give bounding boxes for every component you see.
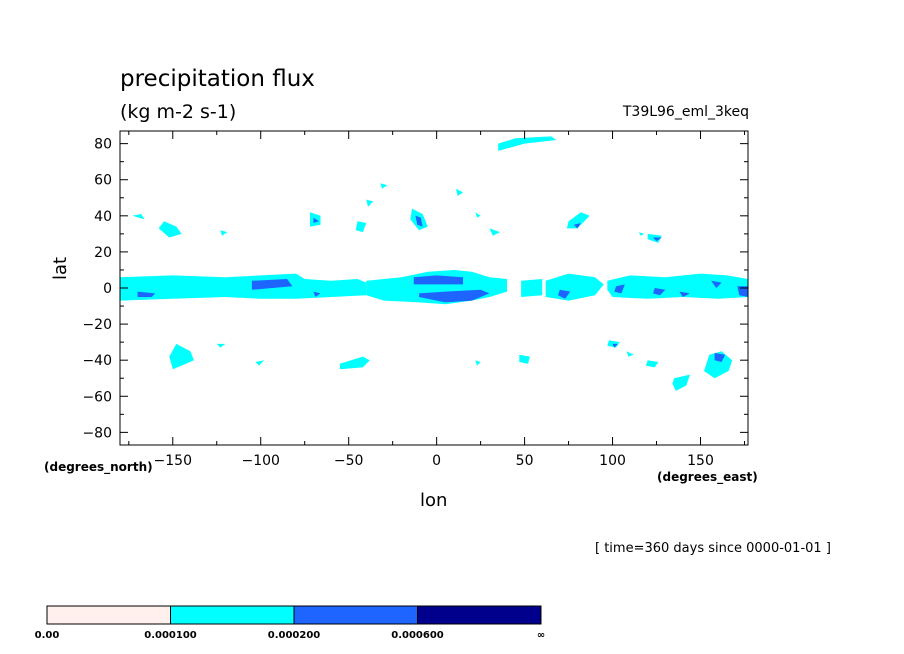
contour-region-level-1 bbox=[475, 212, 481, 218]
contour-region-level-1 bbox=[646, 360, 659, 368]
contour-region-level-1 bbox=[704, 351, 733, 379]
contour-region-level-1 bbox=[255, 360, 265, 366]
contour-region-level-2 bbox=[714, 353, 726, 362]
colorbar-label: 0.00 bbox=[35, 630, 60, 641]
x-tick-label: 150 bbox=[687, 453, 714, 469]
contour-region-level-1 bbox=[566, 212, 590, 229]
contour-region-level-1 bbox=[498, 136, 557, 151]
contour-region-level-1 bbox=[120, 273, 367, 301]
contour-region-level-2 bbox=[137, 291, 156, 297]
contour-region-level-2 bbox=[251, 279, 293, 290]
contour-region-level-1 bbox=[456, 188, 463, 196]
time-label: [ time=360 days since 0000-01-01 ] bbox=[595, 541, 831, 556]
contour-region-level-2 bbox=[614, 284, 625, 294]
contour-region-level-1 bbox=[672, 374, 690, 391]
contour-region-level-1 bbox=[339, 356, 370, 370]
contour-region-level-1 bbox=[366, 199, 374, 207]
contour-region-level-1 bbox=[220, 230, 228, 236]
colorbar-swatch bbox=[417, 605, 542, 625]
contour-region-level-1 bbox=[158, 221, 182, 238]
contour-region-level-2 bbox=[711, 280, 722, 288]
contour-region-level-1 bbox=[545, 273, 604, 301]
y-tick-label: 80 bbox=[94, 137, 112, 153]
colorbar: 0.00 0.000100 0.000200 0.000600 ∞ bbox=[35, 605, 545, 641]
y-tick-label: −60 bbox=[82, 389, 112, 405]
axis-ticks: −150 −100 −50 0 50 100 150 80 60 40 20 0 −20 −40 −60 −8… bbox=[82, 131, 748, 469]
contour-region-level-1 bbox=[132, 214, 145, 220]
contour-region-level-1 bbox=[489, 228, 500, 236]
contour-region-level-2 bbox=[558, 289, 571, 299]
y-tick-label: 0 bbox=[103, 281, 112, 297]
x-tick-label: 0 bbox=[432, 453, 441, 469]
contour-region-level-2 bbox=[573, 223, 581, 229]
y-tick-label: −20 bbox=[82, 317, 112, 333]
colorbar-label: 0.000600 bbox=[391, 630, 444, 641]
contour-region-level-2 bbox=[653, 237, 662, 242]
contour-region-level-1 bbox=[355, 221, 367, 233]
colorbar-swatch bbox=[170, 605, 295, 625]
y-tick-label: −40 bbox=[82, 353, 112, 369]
x-axis-label: lon bbox=[420, 490, 448, 511]
x-tick-label: 50 bbox=[516, 453, 534, 469]
contour-region-level-2 bbox=[413, 275, 463, 285]
contour-region-level-1 bbox=[638, 232, 645, 236]
colorbar-label: 0.000200 bbox=[268, 630, 321, 641]
contour-regions bbox=[120, 136, 748, 391]
contour-region-level-1 bbox=[169, 343, 194, 370]
contour-region-level-1 bbox=[521, 279, 543, 297]
chart-units: (kg m-2 s-1) bbox=[120, 101, 237, 123]
colorbar-swatch bbox=[293, 605, 418, 625]
contour-region-level-2 bbox=[313, 291, 321, 297]
x-tick-label: −100 bbox=[242, 453, 280, 469]
colorbar-swatch bbox=[46, 605, 171, 625]
y-tick-label: 20 bbox=[94, 245, 112, 261]
y-tick-label: 60 bbox=[94, 173, 112, 189]
contour-region-level-2 bbox=[653, 288, 666, 296]
y-tick-label: 40 bbox=[94, 209, 112, 225]
contour-region-level-2 bbox=[313, 217, 319, 223]
contour-region-level-2 bbox=[612, 343, 618, 348]
contour-region-level-1 bbox=[380, 183, 388, 189]
contour-region-level-1 bbox=[519, 354, 530, 364]
y-tick-label: −80 bbox=[82, 425, 112, 441]
contour-region-level-1 bbox=[475, 360, 481, 366]
colorbar-label: 0.000100 bbox=[144, 630, 197, 641]
experiment-label: T39L96_eml_3keq bbox=[622, 104, 749, 120]
contour-region-level-1 bbox=[216, 343, 226, 348]
x-tick-label: 100 bbox=[599, 453, 626, 469]
x-tick-label: −50 bbox=[334, 453, 364, 469]
x-units-label: (degrees_north) bbox=[44, 460, 153, 474]
contour-region-level-2 bbox=[415, 215, 423, 227]
contour-region-level-1 bbox=[626, 351, 634, 357]
colorbar-label: ∞ bbox=[537, 630, 545, 641]
y-units-label: (degrees_east) bbox=[657, 470, 758, 484]
contour-region-level-1 bbox=[607, 273, 748, 299]
chart-title: precipitation flux bbox=[120, 66, 315, 92]
contour-region-level-2 bbox=[737, 286, 748, 297]
contour-region-level-2 bbox=[679, 291, 690, 297]
contour-region-level-2 bbox=[419, 289, 490, 303]
x-tick-label: −150 bbox=[154, 453, 192, 469]
